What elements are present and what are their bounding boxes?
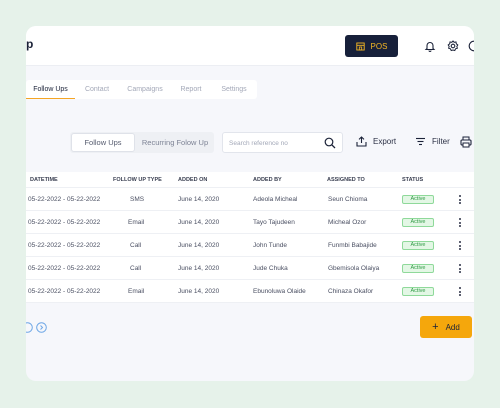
add-label: Add xyxy=(445,322,460,332)
cell-assigned-to: Gbemisola Olaiya xyxy=(328,264,380,272)
app-window: p POS Follow Ups Contact Campaigns Repor… xyxy=(26,26,474,381)
export-button[interactable]: Export xyxy=(356,136,396,147)
cell-added-by: Tayo Tajudeen xyxy=(253,218,295,226)
pager-prev-icon[interactable] xyxy=(26,322,33,333)
status-badge: Active xyxy=(402,263,434,273)
filter-row: Follow Ups Recurring Folow Up Export Fil xyxy=(26,131,474,155)
status-badge: Active xyxy=(402,217,434,227)
col-status: STATUS xyxy=(402,176,424,183)
cell-added-on: June 14, 2020 xyxy=(178,195,220,203)
col-datetime: DATETIME xyxy=(30,176,58,183)
top-bar: p POS xyxy=(26,26,474,66)
table-header: DATETIME FOLLOW UP TYPE ADDED ON ADDED B… xyxy=(26,172,474,188)
add-button[interactable]: + Add xyxy=(420,316,472,338)
plus-icon: + xyxy=(432,320,439,333)
cell-assigned-to: Chinaza Okafor xyxy=(328,287,374,295)
cell-type: Email xyxy=(128,287,145,295)
tab-campaigns[interactable]: Campaigns xyxy=(127,86,163,93)
row-menu-icon[interactable] xyxy=(459,241,461,250)
pager-next-icon[interactable] xyxy=(36,322,47,333)
search-input[interactable] xyxy=(229,137,319,149)
pos-label: POS xyxy=(370,41,388,51)
gear-icon[interactable] xyxy=(447,40,459,52)
cell-added-by: Jude Chuka xyxy=(253,264,288,272)
cell-datetime: 05-22-2022 - 05-22-2022 xyxy=(28,264,101,272)
cell-added-on: June 14, 2020 xyxy=(178,241,220,249)
cell-assigned-to: Funmbi Babajide xyxy=(328,241,377,249)
cell-added-by: Ebunoluwa Olaide xyxy=(253,287,306,295)
cell-added-on: June 14, 2020 xyxy=(178,287,220,295)
followups-table: DATETIME FOLLOW UP TYPE ADDED ON ADDED B… xyxy=(26,172,474,303)
col-followup-type: FOLLOW UP TYPE xyxy=(113,176,162,183)
cell-added-on: June 14, 2020 xyxy=(178,264,220,272)
pos-button[interactable]: POS xyxy=(345,35,398,57)
tab-settings[interactable]: Settings xyxy=(221,86,247,93)
cell-datetime: 05-22-2022 - 05-22-2022 xyxy=(28,287,101,295)
cell-added-on: June 14, 2020 xyxy=(178,218,220,226)
cell-assigned-to: Seun Chioma xyxy=(328,195,368,203)
filter-button[interactable]: Filter xyxy=(415,136,450,147)
filter-icon xyxy=(416,137,425,146)
search-icon[interactable] xyxy=(324,137,336,149)
col-added-on: ADDED ON xyxy=(178,176,208,183)
bell-icon[interactable] xyxy=(424,40,436,52)
toggle-follow-ups[interactable]: Follow Ups xyxy=(71,133,135,152)
cell-datetime: 05-22-2022 - 05-22-2022 xyxy=(28,195,101,203)
table-row[interactable]: 05-22-2022 - 05-22-2022 SMS June 14, 202… xyxy=(26,188,474,211)
cell-type: Email xyxy=(128,218,145,226)
tab-contact[interactable]: Contact xyxy=(84,86,110,93)
status-badge: Active xyxy=(402,286,434,296)
row-menu-icon[interactable] xyxy=(459,218,461,227)
table-row[interactable]: 05-22-2022 - 05-22-2022 Email June 14, 2… xyxy=(26,211,474,234)
user-icon[interactable] xyxy=(468,40,474,52)
row-menu-icon[interactable] xyxy=(459,195,461,204)
cell-added-by: Adeola Micheal xyxy=(253,195,298,203)
cell-type: Call xyxy=(130,241,142,249)
cell-added-by: John Tunde xyxy=(253,241,287,249)
search-box xyxy=(222,132,343,153)
col-added-by: ADDED BY xyxy=(253,176,282,183)
tab-follow-ups[interactable]: Follow Ups xyxy=(26,80,75,99)
export-label: Export xyxy=(373,137,397,146)
table-row[interactable]: 05-22-2022 - 05-22-2022 Call June 14, 20… xyxy=(26,257,474,280)
toggle-recurring-follow-up[interactable]: Recurring Folow Up xyxy=(141,138,209,147)
cell-type: Call xyxy=(130,264,142,272)
tab-bar: Follow Ups Contact Campaigns Report Sett… xyxy=(26,80,257,99)
table-row[interactable]: 05-22-2022 - 05-22-2022 Call June 14, 20… xyxy=(26,234,474,257)
row-menu-icon[interactable] xyxy=(459,264,461,273)
cell-assigned-to: Micheal Ozor xyxy=(328,218,367,226)
table-row[interactable]: 05-22-2022 - 05-22-2022 Email June 14, 2… xyxy=(26,280,474,303)
cell-datetime: 05-22-2022 - 05-22-2022 xyxy=(28,241,101,249)
followup-type-toggle: Follow Ups Recurring Folow Up xyxy=(70,132,214,153)
store-icon xyxy=(355,42,365,50)
cell-type: SMS xyxy=(130,195,145,203)
row-menu-icon[interactable] xyxy=(459,287,461,296)
status-badge: Active xyxy=(402,194,434,204)
print-icon[interactable] xyxy=(460,136,472,148)
col-assigned-to: ASSIGNED TO xyxy=(327,176,365,183)
status-badge: Active xyxy=(402,240,434,250)
filter-label: Filter xyxy=(432,137,450,146)
cell-datetime: 05-22-2022 - 05-22-2022 xyxy=(28,218,101,226)
tab-report[interactable]: Report xyxy=(180,86,202,93)
export-icon xyxy=(356,136,367,147)
app-logo: p xyxy=(26,37,34,51)
